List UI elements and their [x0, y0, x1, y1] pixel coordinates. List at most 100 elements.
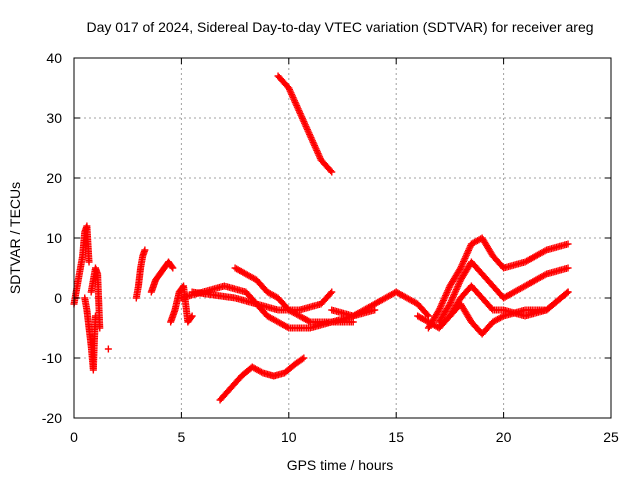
data-point — [310, 140, 318, 148]
data-point — [302, 122, 310, 130]
data-point — [313, 148, 321, 156]
data-point — [458, 261, 466, 269]
data-point — [303, 126, 311, 134]
x-tick-label: 25 — [603, 429, 619, 445]
data-point — [439, 298, 447, 306]
data-point — [564, 288, 572, 296]
data-point — [309, 138, 317, 146]
data-point — [462, 253, 470, 261]
data-point — [450, 290, 458, 298]
data-point — [141, 246, 149, 254]
data-point — [424, 312, 432, 320]
data-point — [457, 264, 465, 272]
data-point — [454, 281, 462, 289]
data-point — [442, 290, 450, 298]
data-point — [449, 292, 457, 300]
data-point — [442, 292, 450, 300]
data-point — [445, 284, 453, 292]
series-low-arc — [216, 354, 308, 404]
data-point — [288, 92, 296, 100]
data-point — [457, 262, 465, 270]
data-point — [328, 288, 336, 296]
series-high-arc — [274, 72, 336, 176]
data-point — [349, 318, 357, 326]
data-point — [96, 324, 104, 332]
data-point — [436, 304, 444, 312]
data-point — [541, 271, 549, 279]
data-point — [452, 286, 460, 294]
data-point — [327, 289, 335, 297]
data-point — [306, 132, 314, 140]
data-point — [449, 294, 457, 302]
x-axis-ticks: 0 5 10 15 20 25 — [70, 58, 619, 445]
data-point — [456, 266, 464, 273]
y-tick-label: 30 — [46, 110, 62, 126]
data-point — [437, 301, 445, 309]
data-point — [435, 306, 443, 314]
data-point — [461, 254, 469, 262]
data-point — [316, 153, 324, 161]
y-tick-label: -10 — [42, 350, 62, 366]
data-point — [104, 345, 112, 353]
x-tick-label: 20 — [496, 429, 512, 445]
chart-title: Day 017 of 2024, Sidereal Day-to-day VTE… — [86, 19, 593, 35]
data-point — [286, 86, 294, 94]
data-point — [188, 312, 196, 320]
data-point — [286, 87, 294, 95]
data-point — [292, 100, 300, 108]
data-point — [437, 303, 445, 311]
data-point — [541, 247, 549, 255]
data-point — [459, 259, 467, 267]
data-point — [300, 118, 308, 126]
series-track-4h — [147, 258, 177, 296]
data-point — [462, 251, 470, 259]
data-point — [308, 137, 316, 145]
data-point — [311, 143, 319, 151]
data-point — [447, 298, 455, 306]
data-point — [456, 278, 464, 286]
data-point — [298, 113, 306, 121]
data-point — [460, 256, 468, 264]
y-tick-label: 10 — [46, 230, 62, 246]
data-point — [445, 302, 453, 309]
data-point — [315, 151, 323, 159]
data-point — [169, 264, 177, 272]
data-point — [293, 102, 301, 110]
data-point — [298, 355, 306, 363]
x-axis-label: GPS time / hours — [287, 457, 394, 473]
data-point — [308, 135, 316, 143]
data-point — [257, 368, 265, 376]
data-point — [305, 129, 313, 137]
series-early-cluster-a — [70, 222, 93, 308]
data-point — [423, 311, 431, 319]
data-point — [85, 258, 93, 266]
data-point — [301, 121, 309, 129]
data-point — [314, 150, 322, 158]
data-point — [298, 114, 306, 122]
data-point — [452, 287, 460, 295]
y-tick-label: 0 — [54, 290, 62, 306]
data-point — [371, 306, 379, 314]
data-point — [303, 124, 311, 132]
data-point — [464, 248, 472, 256]
data-point — [295, 106, 303, 114]
data-point — [563, 289, 571, 297]
data-point — [498, 313, 506, 321]
data-point — [311, 142, 319, 150]
data-point — [460, 258, 468, 266]
y-tick-label: -20 — [42, 410, 62, 426]
data-point — [438, 300, 446, 308]
series-early-cluster-c — [87, 264, 104, 332]
x-tick-label: 15 — [388, 429, 404, 445]
data-point — [453, 284, 461, 292]
data-point — [313, 146, 321, 154]
data-point — [434, 308, 442, 315]
data-point — [307, 134, 315, 142]
data-point — [564, 240, 572, 248]
data-point — [287, 89, 295, 97]
data-point — [291, 97, 299, 105]
data-point — [454, 282, 462, 290]
data-point — [296, 108, 304, 116]
data-point — [327, 167, 335, 175]
